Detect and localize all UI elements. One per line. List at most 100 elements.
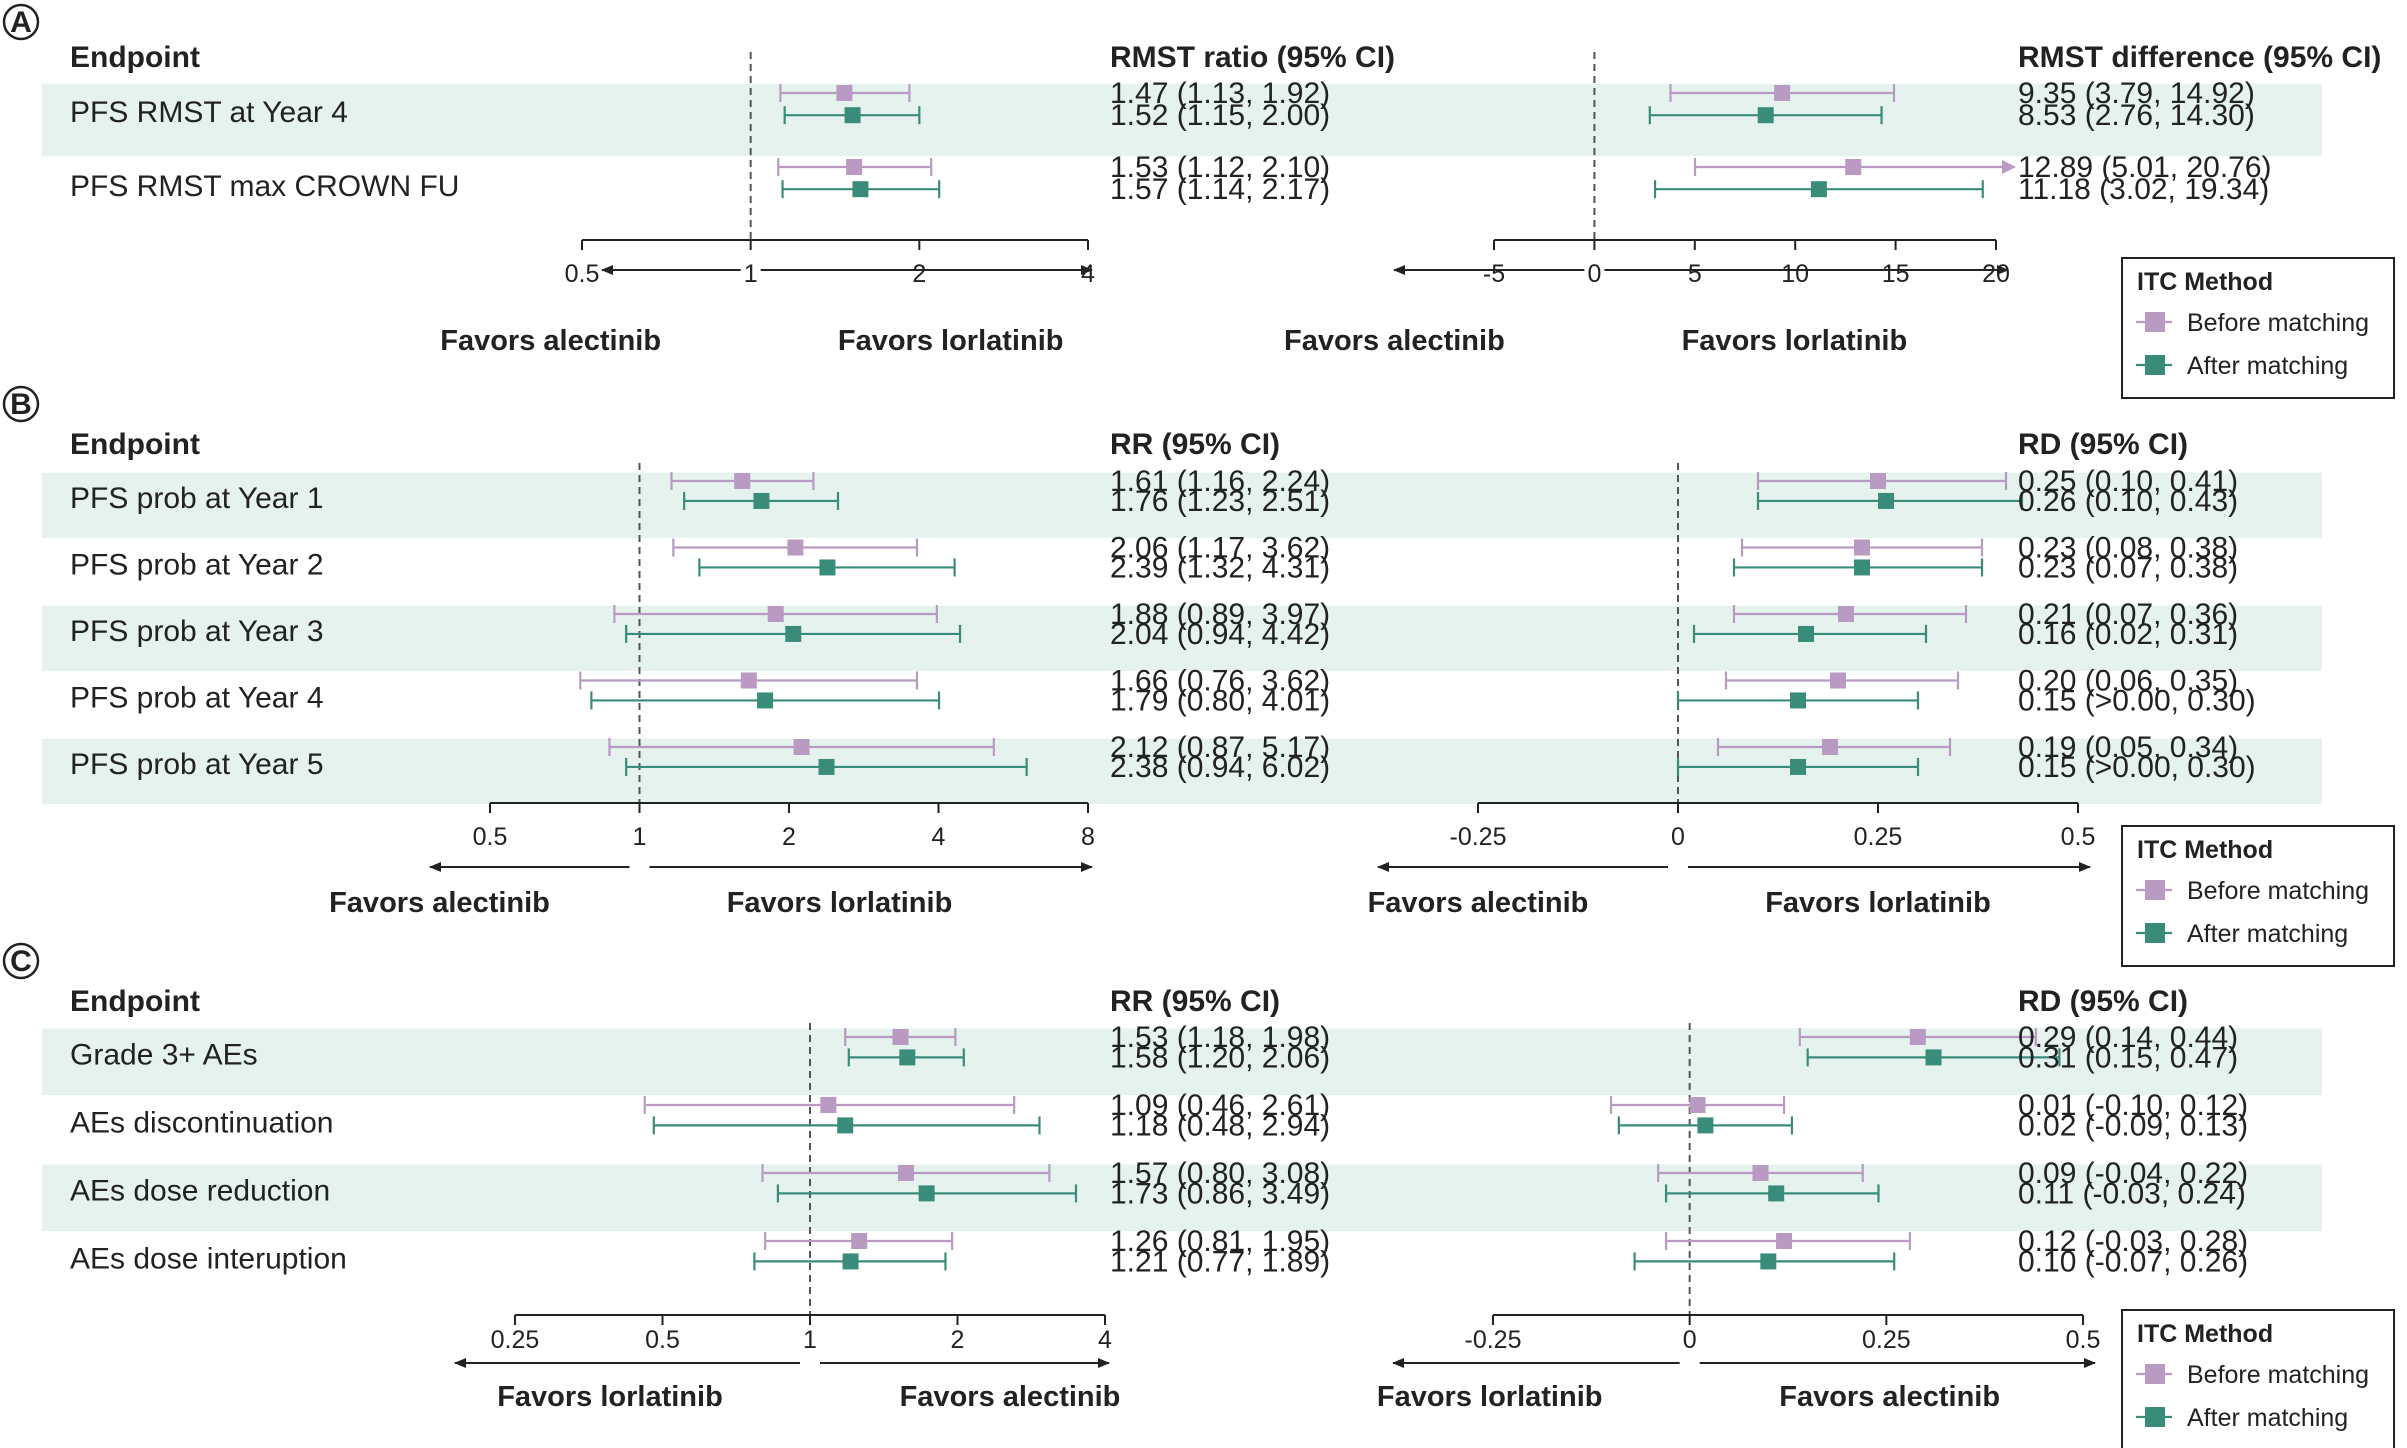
estimate-value-label: 1.79 (0.80, 4.01) [1110,684,1330,717]
legend: ITC Method Before matching After matching [2121,825,2395,967]
x-tick-label: 1 [633,823,647,851]
diff-subplot: -0.25 0 0.25 0.5 Favors alectinib Favors lorl… [1368,463,2256,919]
x-tick-label: 1 [744,260,758,288]
point-estimate [1870,473,1886,489]
endpoint-label: PFS RMST at Year 4 [70,96,348,129]
x-tick-label: 0 [1683,1326,1697,1354]
point-estimate [1909,1029,1926,1045]
x-tick-label: 0 [1671,823,1685,851]
favors-right-label: Favors lorlatinib [1682,325,1908,357]
point-estimate [1854,539,1870,556]
estimate-value-label: 1.47 (1.13, 1.92) [1110,77,1330,110]
estimate-value-label: 9.35 (3.79, 14.92) [2018,77,2255,110]
point-estimate [819,559,836,576]
point-estimate [1689,1097,1706,1113]
estimate-value-label: 2.39 (1.32, 4.31) [1110,551,1330,584]
estimate-value-label: 1.61 (1.16, 2.24) [1110,465,1330,498]
difference-header: RD (95% CI) [2018,985,2188,1018]
point-estimate [1790,758,1806,775]
favors-right-label: Favors lorlatinib [1765,887,1991,919]
point-estimate [846,159,863,175]
favors-left-label: Favors alectinib [440,325,661,357]
estimate-value-label: 1.53 (1.18, 1.98) [1110,1021,1330,1054]
estimate-value-label: 1.53 (1.12, 2.10) [1110,151,1330,184]
x-tick-label: 0.5 [2061,823,2096,851]
x-tick-label: 2 [782,823,796,851]
endpoint-header: Endpoint [70,428,200,461]
x-tick-label: 0.5 [645,1326,680,1354]
point-estimate [1838,606,1854,622]
favors-left-label: Favors alectinib [1284,325,1505,357]
point-estimate [734,473,751,489]
estimate-value-label: 2.38 (0.94, 6.02) [1110,751,1330,784]
point-estimate [1790,692,1806,709]
estimate-value-label: 1.57 (0.80, 3.08) [1110,1157,1330,1190]
favors-right-label: Favors alectinib [1779,1381,2000,1413]
estimate-value-label: 1.66 (0.76, 3.62) [1110,665,1330,698]
legend-swatch [2145,923,2165,943]
estimate-value-label: 12.89 (5.01, 20.76) [2018,151,2272,184]
point-estimate [753,492,770,509]
ci-overflow-arrow [2002,160,2016,174]
panel-a: A Endpoint RMST ratio (95% CI) RMST differe… [2,3,2395,399]
point-estimate [1845,159,1862,175]
x-tick-label: -5 [1483,260,1505,288]
legend-box [2121,257,2395,399]
row-band [42,738,2322,804]
estimate-value-label: 0.23 (0.08, 0.38) [2018,532,2238,565]
point-estimate [1854,559,1870,576]
favors-left-label: Favors lorlatinib [1377,1381,1603,1413]
x-tick-label: 0.5 [565,260,600,288]
panel-c: C Endpoint RR (95% CI) RD (95% CI) Grade 3+ … [2,942,2395,1448]
x-tick-label: 0.25 [491,1326,540,1354]
estimate-value-label: 8.53 (2.76, 14.30) [2018,99,2255,132]
ratio-header: RR (95% CI) [1110,428,1280,461]
legend-label-before: Before matching [2187,877,2369,905]
endpoint-label: Grade 3+ AEs [70,1038,258,1071]
point-estimate [787,539,804,556]
ratio-subplot: 0.5 1 2 4 8 Favors alectinib Favors lorlatinib… [329,463,1330,919]
estimate-value-label: 0.21 (0.07, 0.36) [2018,598,2238,631]
legend-box [2121,825,2395,967]
estimate-value-label: 1.21 (0.77, 1.89) [1110,1245,1330,1278]
panel-letter: C [10,945,32,978]
point-estimate [899,1049,916,1066]
panel-letter: B [10,388,32,421]
estimate-value-label: 0.23 (0.07, 0.38) [2018,551,2238,584]
point-estimate [1830,672,1846,689]
estimate-value-label: 2.12 (0.87, 5.17) [1110,731,1330,764]
point-estimate [1697,1117,1714,1134]
estimate-value-label: 0.15 (>0.00, 0.30) [2018,684,2256,717]
endpoint-label: PFS prob at Year 4 [70,681,324,714]
endpoint-label: AEs dose interuption [70,1242,347,1275]
legend-swatch [2145,312,2165,332]
point-estimate [851,1233,868,1249]
legend: ITC Method Before matching After matching [2121,257,2395,399]
point-estimate [897,1165,914,1181]
x-tick-label: -0.25 [1450,823,1507,851]
estimate-value-label: 0.29 (0.14, 0.44) [2018,1021,2238,1054]
estimate-value-label: 1.73 (0.86, 3.49) [1110,1177,1330,1210]
legend-label-after: After matching [2187,352,2348,380]
point-estimate [1760,1253,1777,1270]
point-estimate [1774,85,1791,101]
estimate-value-label: 1.18 (0.48, 2.94) [1110,1109,1330,1142]
x-tick-label: 2 [912,260,926,288]
estimate-value-label: 1.57 (1.14, 2.17) [1110,173,1330,206]
endpoint-label: AEs discontinuation [70,1106,334,1139]
row-band [42,472,2322,538]
endpoint-label: PFS prob at Year 3 [70,615,324,648]
panel-letter-circle [2,385,40,423]
point-estimate [1768,1185,1785,1202]
legend-swatch [2145,1364,2165,1384]
estimate-value-label: 0.02 (-0.09, 0.13) [2018,1109,2248,1142]
legend-box [2121,1309,2395,1448]
x-tick-label: 10 [1781,260,1809,288]
endpoint-label: PFS prob at Year 1 [70,482,324,515]
point-estimate [836,85,853,101]
x-tick-label: 4 [932,823,946,851]
estimate-value-label: 1.76 (1.23, 2.51) [1110,485,1330,518]
estimate-value-label: 0.26 (0.10, 0.43) [2018,485,2238,518]
x-tick-label: 4 [1098,1326,1112,1354]
